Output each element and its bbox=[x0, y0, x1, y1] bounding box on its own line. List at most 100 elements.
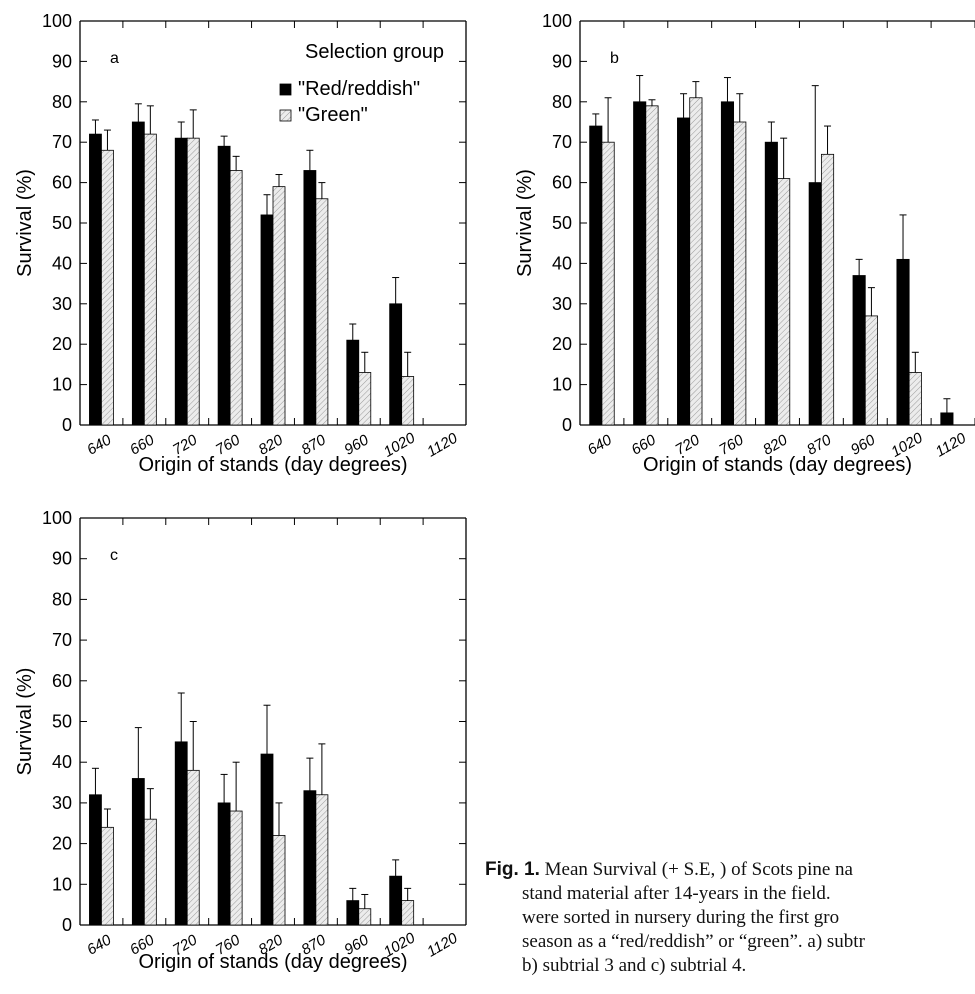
y-tick-label: 60 bbox=[52, 173, 72, 193]
caption-line-1: Mean Survival (+ S.E, ) of Scots pine na bbox=[539, 859, 853, 880]
x-tick-label: 640 bbox=[84, 931, 115, 959]
y-tick-label: 100 bbox=[542, 11, 572, 31]
y-tick-label: 90 bbox=[552, 51, 572, 71]
bar-red-reddish-640 bbox=[589, 125, 603, 426]
y-tick-label: 50 bbox=[52, 213, 72, 233]
y-tick-label: 80 bbox=[52, 589, 72, 609]
y-tick-label: 20 bbox=[52, 834, 72, 854]
y-tick-label: 20 bbox=[552, 334, 572, 354]
bar-red-reddish-760 bbox=[217, 802, 231, 926]
y-tick-label: 60 bbox=[552, 173, 572, 193]
bar-red-reddish-720 bbox=[174, 741, 188, 926]
figure-caption: Fig. 1. Mean Survival (+ S.E, ) of Scots… bbox=[485, 858, 973, 978]
y-tick-label: 50 bbox=[552, 213, 572, 233]
legend-swatch-red bbox=[279, 83, 292, 96]
bar-red-reddish-1120 bbox=[940, 412, 954, 426]
x-tick-label: 1120 bbox=[424, 929, 461, 960]
bar-red-reddish-820 bbox=[260, 753, 274, 926]
y-tick-label: 10 bbox=[52, 874, 72, 894]
bar-red-reddish-870 bbox=[808, 182, 822, 426]
x-axis-title: Origin of stands (day degrees) bbox=[138, 951, 407, 973]
bar-green-1020 bbox=[401, 376, 415, 426]
bar-green-960 bbox=[864, 315, 878, 426]
panel-label: b bbox=[610, 50, 619, 67]
bar-red-reddish-720 bbox=[174, 137, 188, 426]
y-axis-title: Survival (%) bbox=[514, 169, 536, 277]
bar-red-reddish-960 bbox=[346, 339, 360, 426]
bar-green-820 bbox=[777, 178, 791, 426]
bar-red-reddish-640 bbox=[89, 794, 102, 926]
bar-red-reddish-820 bbox=[260, 214, 274, 426]
y-tick-label: 70 bbox=[52, 630, 72, 650]
y-tick-label: 70 bbox=[52, 132, 72, 152]
legend: Selection group "Red/reddish" "Green" bbox=[279, 41, 444, 126]
bar-red-reddish-720 bbox=[677, 117, 691, 426]
bar-green-870 bbox=[315, 198, 329, 426]
y-tick-label: 90 bbox=[52, 51, 72, 71]
bar-red-reddish-660 bbox=[131, 778, 145, 926]
bar-red-reddish-640 bbox=[89, 133, 102, 426]
y-tick-label: 100 bbox=[42, 11, 72, 31]
bar-green-1020 bbox=[401, 900, 415, 926]
caption-line-4: season as a “red/reddish” or “green”. a)… bbox=[522, 931, 865, 952]
bar-red-reddish-760 bbox=[217, 145, 231, 426]
bar-red-reddish-960 bbox=[852, 275, 866, 426]
y-tick-label: 60 bbox=[52, 671, 72, 691]
y-tick-label: 0 bbox=[562, 415, 572, 435]
y-tick-label: 30 bbox=[52, 793, 72, 813]
caption-line-3: were sorted in nursery during the first … bbox=[522, 907, 840, 928]
y-axis-title: Survival (%) bbox=[14, 668, 36, 776]
bar-green-1020 bbox=[908, 372, 922, 426]
y-tick-label: 50 bbox=[52, 712, 72, 732]
bar-red-reddish-870 bbox=[303, 790, 317, 926]
bar-red-reddish-1020 bbox=[896, 258, 910, 426]
bar-green-960 bbox=[358, 372, 372, 426]
bar-green-760 bbox=[229, 170, 243, 426]
bar-green-640 bbox=[101, 149, 114, 426]
caption-label: Fig. 1. bbox=[485, 859, 540, 880]
bar-red-reddish-760 bbox=[720, 101, 735, 426]
legend-swatch-green bbox=[279, 109, 292, 122]
bar-green-720 bbox=[186, 137, 200, 426]
y-tick-label: 80 bbox=[52, 92, 72, 112]
y-axis-title: Survival (%) bbox=[14, 169, 36, 277]
x-tick-label: 640 bbox=[84, 431, 115, 459]
legend-item-red-reddish: "Red/reddish" bbox=[298, 78, 420, 100]
y-tick-label: 0 bbox=[62, 415, 72, 435]
bar-green-720 bbox=[689, 97, 703, 426]
bar-green-870 bbox=[315, 794, 329, 926]
bar-red-reddish-870 bbox=[303, 170, 317, 426]
bar-red-reddish-660 bbox=[633, 101, 647, 426]
panel-label: c bbox=[110, 547, 118, 564]
bar-red-reddish-1020 bbox=[389, 303, 403, 426]
y-tick-label: 10 bbox=[52, 375, 72, 395]
x-axis-title: Origin of stands (day degrees) bbox=[138, 454, 407, 476]
y-tick-label: 90 bbox=[52, 549, 72, 569]
y-tick-label: 70 bbox=[552, 132, 572, 152]
y-tick-label: 0 bbox=[62, 915, 72, 935]
y-tick-label: 20 bbox=[52, 334, 72, 354]
bar-green-660 bbox=[645, 105, 659, 426]
y-tick-label: 40 bbox=[52, 253, 72, 273]
legend-item-green: "Green" bbox=[298, 104, 368, 126]
bar-green-760 bbox=[733, 121, 747, 426]
bar-red-reddish-960 bbox=[346, 900, 360, 926]
bar-red-reddish-820 bbox=[764, 141, 778, 426]
x-tick-label: 640 bbox=[585, 431, 616, 459]
bar-green-640 bbox=[101, 826, 114, 926]
y-tick-label: 40 bbox=[52, 752, 72, 772]
panel-label: a bbox=[110, 50, 119, 67]
x-axis-title: Origin of stands (day degrees) bbox=[643, 454, 912, 476]
legend-title: Selection group bbox=[305, 41, 444, 63]
y-tick-label: 40 bbox=[552, 253, 572, 273]
bar-green-820 bbox=[272, 186, 286, 426]
bar-green-660 bbox=[143, 133, 157, 426]
bar-red-reddish-1020 bbox=[389, 875, 403, 926]
bar-green-960 bbox=[358, 908, 372, 926]
bar-green-640 bbox=[601, 141, 615, 426]
bar-green-720 bbox=[186, 769, 200, 926]
